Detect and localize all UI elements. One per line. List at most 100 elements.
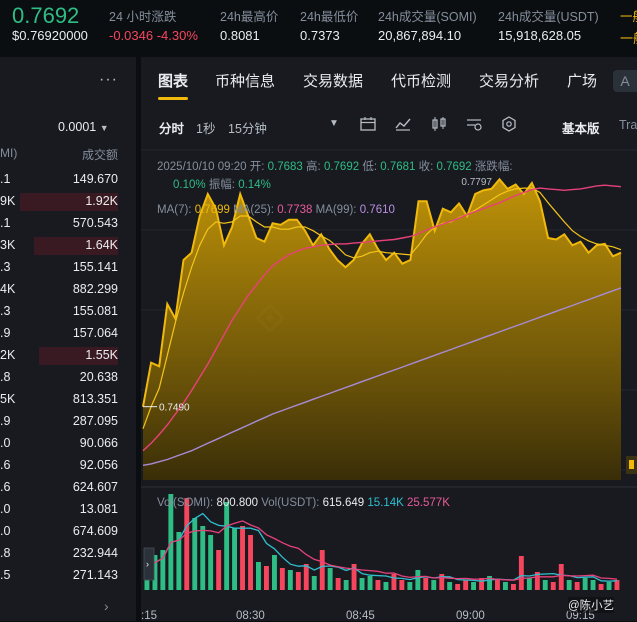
trade-row: .3 155.141 — [0, 257, 136, 279]
volume-bar — [272, 555, 277, 590]
volume-bar — [264, 566, 269, 590]
trade-turnover: 90.066 — [79, 436, 118, 450]
tab-2[interactable]: 交易数据 — [303, 73, 364, 90]
interval-1s[interactable]: 1秒 — [196, 122, 216, 136]
view-tradingview[interactable]: Tra — [619, 118, 637, 132]
volume-bar — [518, 556, 524, 590]
open-label: 开: — [249, 161, 265, 173]
stat-label: 24h最高价 — [220, 10, 279, 24]
trade-turnover: 287.095 — [72, 414, 118, 428]
trade-turnover: 271.143 — [72, 568, 118, 582]
interval-15m[interactable]: 15分钟 — [228, 122, 267, 136]
volume-bar — [192, 518, 198, 590]
change-label: 涨跌幅: — [474, 161, 513, 173]
trade-turnover: 20.638 — [79, 370, 118, 384]
high-label: 高: — [306, 161, 321, 173]
volume-bar — [391, 574, 397, 590]
volume-bar — [495, 580, 500, 590]
vol-usdt-value: 615.649 — [322, 497, 365, 509]
trade-amount: 4K — [0, 282, 16, 296]
scroll-left-handle[interactable] — [143, 547, 155, 581]
volume-bar — [431, 580, 437, 590]
close-label: 收: — [418, 161, 434, 173]
trade-amount: .0 — [0, 436, 11, 450]
trade-row: .1 570.543 — [0, 213, 136, 235]
volume-bar — [574, 582, 580, 590]
volume-bar — [439, 574, 445, 590]
candles-icon[interactable] — [430, 116, 448, 132]
x-tick-label: :15 — [141, 610, 157, 622]
chevron-down-icon: ▼ — [99, 123, 109, 133]
volume-bar — [407, 582, 413, 590]
indicator-icon[interactable] — [394, 116, 412, 132]
trade-turnover: 92.056 — [79, 458, 118, 472]
trade-row: .6 624.607 — [0, 477, 136, 499]
drawing-tools-icon[interactable] — [465, 116, 483, 132]
tab-4[interactable]: 交易分析 — [479, 73, 540, 90]
chevron-right-icon[interactable]: › — [104, 598, 109, 614]
author-tag: @陈小艺 — [568, 597, 615, 613]
view-basic[interactable]: 基本版 — [562, 122, 600, 136]
volume-bars — [144, 494, 620, 590]
vol-ma-short-value: 15.14K — [367, 497, 404, 509]
stat-label: 24 小时涨跌 — [109, 10, 177, 24]
depth-bar — [39, 347, 118, 365]
trade-amount: .0 — [0, 524, 11, 538]
interval-timeline[interactable]: 分时 — [159, 122, 185, 136]
volume-bar — [184, 498, 190, 590]
volume-bar — [455, 584, 461, 590]
trade-turnover: 13.081 — [79, 502, 118, 516]
volume-bar — [224, 502, 230, 590]
trade-row: 5K 813.351 — [0, 389, 136, 411]
ticker-header: 0.7692 $0.76920000 24 小时涨跌 -0.0346 -4.30%… — [0, 0, 637, 54]
close-value: 0.7692 — [436, 161, 472, 173]
tab-0[interactable]: 图表 — [158, 73, 189, 90]
calendar-icon[interactable] — [359, 116, 377, 132]
trade-row: .0 90.066 — [0, 433, 136, 455]
ma99-line — [142, 287, 622, 466]
tab-1[interactable]: 币种信息 — [215, 73, 276, 90]
volume-bar — [248, 535, 253, 590]
last-price-usd: $0.76920000 — [12, 28, 88, 43]
volume-bar — [423, 578, 429, 590]
more-icon[interactable]: ··· — [99, 71, 118, 88]
volume-bar — [471, 582, 476, 590]
trade-amount: .9 — [0, 326, 11, 340]
trade-amount: .6 — [0, 458, 11, 472]
volume-ma-short-line — [146, 512, 618, 582]
volume-bar — [447, 582, 453, 590]
x-tick-label: 09:00 — [456, 610, 485, 622]
volume-bar — [542, 580, 548, 590]
chevron-left-icon[interactable]: › — [146, 559, 149, 569]
volume-bar — [176, 532, 182, 590]
tab-5[interactable]: 广场 — [567, 73, 598, 90]
trade-row: 4K 882.299 — [0, 279, 136, 301]
trade-amount: .8 — [0, 370, 11, 384]
trade-turnover: 1.55K — [85, 348, 118, 362]
tab-3[interactable]: 代币检测 — [391, 73, 452, 90]
volume-bar — [463, 580, 469, 590]
price-annotation: 0.7797 — [461, 177, 492, 188]
volume-bar — [287, 570, 293, 590]
price-area — [143, 179, 621, 481]
stat-value: 一般 — [620, 31, 637, 46]
column-header-turnover: 成交额 — [81, 148, 118, 162]
trade-amount: .1 — [0, 172, 11, 186]
price-annotations: 0.7797 0.7490 — [143, 177, 492, 414]
precision-select[interactable]: 0.0001 ▼ — [58, 120, 109, 134]
trade-row: .3 155.081 — [0, 301, 136, 323]
volume-bar — [367, 576, 373, 590]
volume-bar — [479, 578, 484, 590]
stat-value: 20,867,894.10 — [378, 28, 462, 43]
volume-bar — [319, 550, 325, 590]
settings-icon[interactable] — [500, 116, 518, 132]
ma99-value: 0.7610 — [359, 204, 395, 216]
x-tick-label: 08:30 — [236, 610, 265, 622]
ai-badge-icon[interactable]: A — [613, 70, 637, 92]
stat-value: 0.7373 — [300, 28, 340, 43]
interval-dropdown-icon[interactable]: ▼ — [329, 118, 339, 129]
trade-history-panel: ··· 0.0001 ▼ MI) 成交额 .1 149.670 9K 1.92K .1 5… — [0, 57, 136, 621]
price-line — [142, 177, 622, 407]
volume-bar — [582, 578, 588, 590]
